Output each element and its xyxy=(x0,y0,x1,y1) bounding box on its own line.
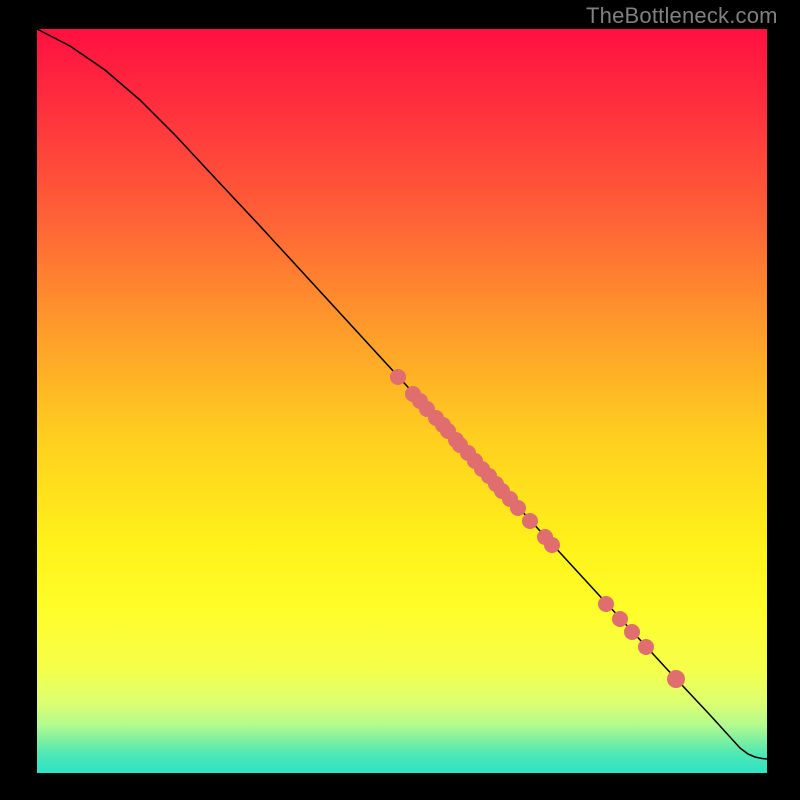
plot-background xyxy=(37,29,767,773)
chart-stage: TheBottleneck.com xyxy=(0,0,800,800)
watermark-text: TheBottleneck.com xyxy=(586,3,778,29)
